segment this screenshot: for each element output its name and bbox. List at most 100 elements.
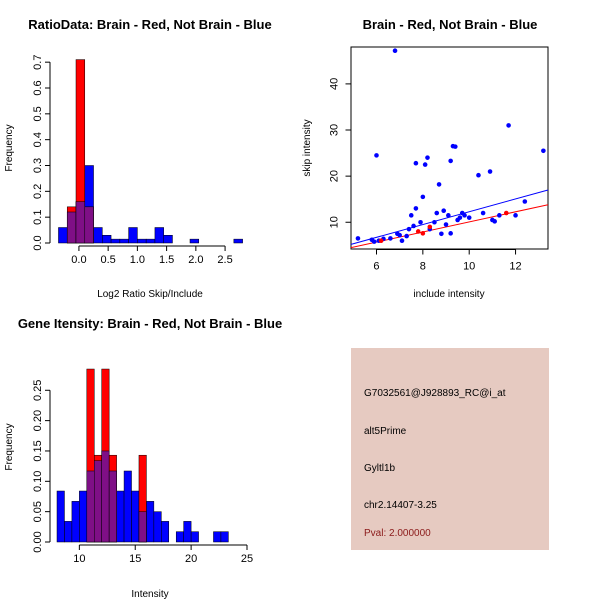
ratio-y-tick-label-2: 0.2 (32, 184, 44, 199)
gene-y-tick-label-2: 0.10 (32, 471, 44, 492)
scatter-point-blue-11 (406, 226, 412, 232)
scatter-point-blue-6 (388, 236, 393, 241)
scatter-point-red-4 (503, 210, 509, 216)
scatter-plot-box (350, 46, 549, 250)
scatter-point-blue-42 (513, 213, 518, 218)
ratio-y-tick-label-1: 0.1 (32, 210, 44, 225)
gene-blue-bar-18 (213, 531, 222, 543)
gene-overlap-bar-0 (86, 470, 95, 543)
scatter-point-blue-25 (441, 208, 447, 214)
gene-blue-bar-3 (79, 490, 88, 543)
scatter-point-blue-34 (462, 213, 467, 218)
ratio-blue-bar-5 (102, 235, 112, 244)
gene-x-tick-label-0: 10 (73, 553, 85, 565)
scatter-point-blue-12 (408, 213, 414, 218)
gene-blue-bar-16 (183, 521, 192, 543)
ratio-histogram-axes: 0.0 0.5 1.0 1.5 2.0 2.5 0.0 0.1 0.2 0.3 0.4 0.5 0.6 0… (32, 55, 233, 266)
ratio-overlap-bar-0 (66, 211, 77, 244)
scatter-point-red-1 (415, 229, 421, 234)
ratio-y-tick-label-6: 0.6 (32, 80, 44, 95)
scatter-point-blue-18 (422, 162, 428, 167)
ratio-y-tick-label-4: 0.4 (32, 132, 44, 147)
scatter-point-blue-43 (522, 199, 528, 204)
scatter-point-red-3 (427, 224, 433, 230)
gene-overlap-bar-1 (94, 460, 102, 543)
gene-blue-bar-12 (146, 501, 155, 543)
gene-blue-bar-10 (131, 490, 140, 543)
scatter-x-tick-label-3: 12 (509, 261, 521, 273)
gene-x-tick-label-2: 20 (185, 553, 197, 565)
ratio-histogram-ylabel: Frequency (4, 124, 15, 171)
scatter-point-blue-32 (457, 215, 463, 220)
ratio-blue-bar-12 (163, 235, 173, 244)
ratio-x-tick-label-4: 2.0 (188, 254, 203, 266)
gene-blue-bar-1 (64, 521, 73, 543)
gene-histogram-title: Gene Itensity: Brain - Red, Not Brain - … (18, 316, 282, 331)
scatter-point-blue-24 (439, 231, 444, 237)
scatter-point-blue-21 (432, 219, 437, 225)
ratio-x-tick-label-0: 0.0 (71, 254, 86, 266)
scatter-point-blue-13 (411, 223, 416, 229)
scatter-y-tick-label-1: 20 (329, 170, 341, 182)
scatter-point-blue-45 (397, 232, 402, 238)
ratio-blue-bar-14 (233, 238, 243, 244)
gene-histogram-bars (56, 368, 229, 543)
info-panel-background (351, 348, 549, 550)
ratio-blue-bar-10 (145, 238, 156, 244)
info-pval: Pval: 2.000000 (364, 528, 431, 539)
gene-y-tick-label-1: 0.05 (32, 501, 44, 522)
scatter-xlabel: include intensity (413, 289, 484, 300)
intensity-scatter: Brain - Red, Not Brain - Blue 6 8 10 12 10 20… (302, 17, 549, 300)
gene-blue-bar-14 (161, 521, 170, 543)
ratio-y-tick-label-0: 0.0 (32, 235, 44, 250)
gene-overlap-bar-2 (101, 450, 110, 543)
scatter-point-blue-15 (413, 160, 419, 166)
scatter-point-blue-35 (466, 215, 472, 220)
ratio-blue-bar-6 (110, 238, 121, 244)
ratio-histogram-bars (58, 59, 243, 244)
ratio-blue-bar-0 (58, 227, 68, 244)
scatter-point-blue-27 (446, 213, 451, 218)
scatter-point-blue-14 (413, 206, 419, 211)
scatter-point-blue-3 (374, 153, 379, 158)
ratio-histogram: RatioData: Brain - Red, Not Brain - Blue… (4, 17, 272, 300)
gene-y-tick-label-4: 0.20 (32, 410, 44, 431)
scatter-point-blue-22 (434, 210, 440, 216)
scatter-point-red-0 (378, 238, 384, 243)
scatter-point-blue-19 (425, 155, 430, 160)
ratio-x-tick-label-3: 1.5 (159, 254, 174, 266)
ratio-blue-bar-4 (93, 227, 103, 244)
ratio-blue-bar-8 (128, 227, 138, 244)
gene-blue-bar-17 (190, 531, 199, 543)
ratio-x-tick-label-5: 2.5 (217, 254, 232, 266)
gene-blue-bar-15 (175, 531, 184, 543)
scatter-point-blue-41 (506, 123, 511, 128)
ratio-blue-bar-13 (189, 238, 200, 244)
scatter-points (355, 48, 546, 244)
scatter-point-red-2 (420, 231, 426, 236)
ratio-blue-bar-11 (154, 227, 164, 244)
scatter-point-blue-2 (371, 239, 377, 244)
ratio-overlap-bar-1 (75, 201, 86, 244)
gene-blue-bar-19 (220, 531, 229, 543)
info-panel: G7032561@J928893_RC@i_at alt5Prime Gyltl… (351, 348, 549, 550)
info-location: chr2.14407-3.25 (364, 500, 437, 511)
ratio-histogram-xlabel: Log2 Ratio Skip/Include (97, 289, 203, 300)
info-probe-id: G7032561@J928893_RC@i_at (364, 388, 506, 399)
scatter-y-tick-label-2: 30 (329, 124, 341, 136)
scatter-axes: 6 8 10 12 10 20 30 40 (329, 78, 522, 273)
scatter-title: Brain - Red, Not Brain - Blue (363, 17, 538, 32)
scatter-point-blue-38 (487, 169, 493, 174)
gene-blue-bar-0 (56, 490, 65, 543)
gene-y-tick-label-0: 0.00 (32, 531, 44, 552)
ratio-blue-bar-7 (119, 238, 129, 244)
gene-blue-bar-13 (153, 511, 162, 543)
scatter-point-blue-9 (399, 238, 405, 243)
scatter-y-tick-label-3: 40 (329, 78, 341, 90)
scatter-ylabel: skip intensity (302, 119, 313, 176)
gene-x-tick-label-1: 15 (129, 553, 141, 565)
gene-y-tick-label-5: 0.25 (32, 380, 44, 401)
info-gene: Gyltl1b (364, 463, 396, 474)
scatter-point-blue-28 (448, 158, 453, 164)
gene-overlap-bar-3 (108, 470, 117, 543)
